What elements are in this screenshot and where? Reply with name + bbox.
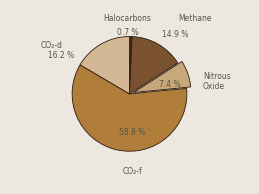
Text: CO₂-d: CO₂-d xyxy=(40,41,62,50)
Text: Methane: Methane xyxy=(178,14,212,23)
Text: 58.8 %: 58.8 % xyxy=(119,128,146,137)
Text: 14.9 %: 14.9 % xyxy=(162,30,188,39)
Text: 7.4 %: 7.4 % xyxy=(159,80,181,89)
Text: 0.7 %: 0.7 % xyxy=(117,28,139,37)
Text: 16.2 %: 16.2 % xyxy=(48,51,75,60)
Wedge shape xyxy=(80,36,130,94)
Text: Nitrous
Oxide: Nitrous Oxide xyxy=(203,72,231,91)
Text: Halocarbons: Halocarbons xyxy=(104,14,152,23)
Wedge shape xyxy=(130,36,132,94)
Wedge shape xyxy=(72,65,187,151)
Wedge shape xyxy=(130,37,178,94)
Text: CO₂-f: CO₂-f xyxy=(123,167,142,177)
Wedge shape xyxy=(134,61,191,93)
